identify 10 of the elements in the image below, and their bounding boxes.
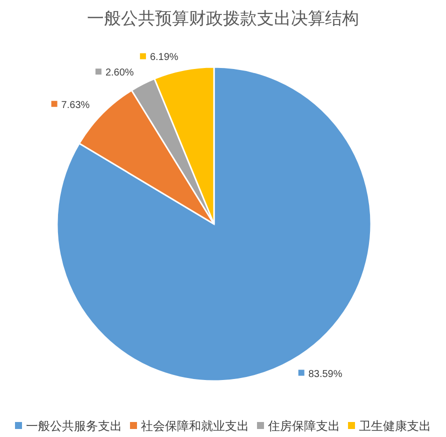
pie-slice	[56, 66, 372, 382]
legend-label: 住房保障支出	[267, 419, 340, 433]
chart-title: 一般公共预算财政拨款支出决算结构	[87, 9, 359, 28]
data-label: 83.59%	[308, 368, 342, 380]
legend-label: 卫生健康支出	[359, 419, 431, 433]
legend-label: 一般公共服务支出	[26, 419, 122, 433]
data-label: 6.19%	[150, 52, 178, 64]
legend-label: 社会保障和就业支出	[141, 419, 249, 433]
data-label: 7.63%	[61, 100, 90, 111]
data-label: 2.60%	[105, 68, 134, 79]
